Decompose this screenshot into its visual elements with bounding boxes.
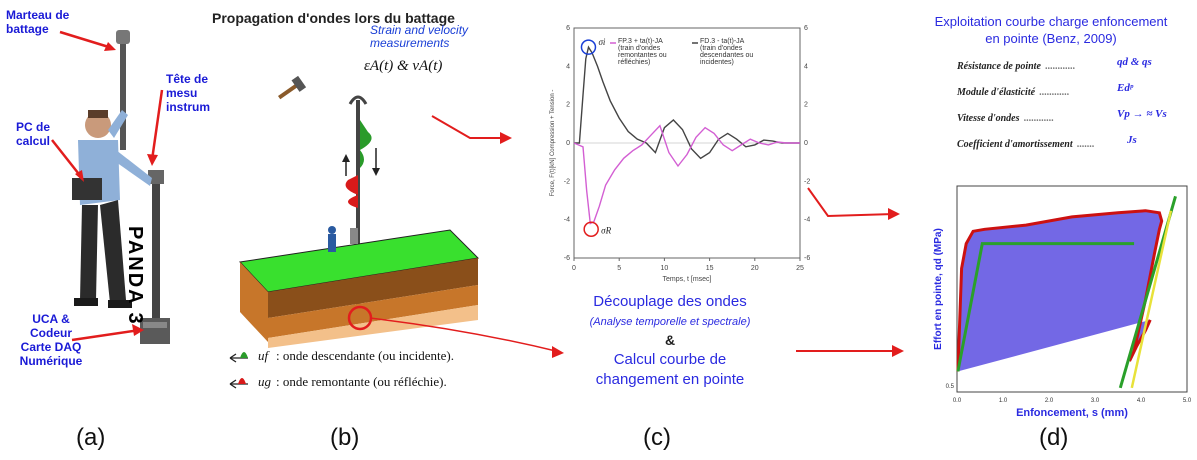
param-name-0: Résistance de pointe	[957, 61, 1041, 72]
sigma-r-marker	[583, 221, 599, 237]
param-value-3: Js	[1127, 134, 1137, 146]
y-tick-label-6: -6	[564, 255, 570, 262]
param-dots-1: ............	[1039, 87, 1070, 98]
param-value-1: Edᵖ	[1117, 82, 1134, 94]
y-tick-label-4: -2	[564, 178, 570, 185]
sigma-i-label: σi	[598, 37, 605, 47]
calcul-line2: changement en pointe	[595, 371, 745, 388]
y2-tick-label-6: -6	[804, 255, 810, 262]
panda-vertical-text: PANDA 3	[124, 226, 146, 326]
x-tick-label-1: 5	[617, 265, 621, 272]
x-tick-label-d-4: 4.0	[1137, 398, 1146, 404]
epsilon-formula: εA(t) & vA(t)	[364, 58, 443, 74]
label-marteau: Marteau de battage	[6, 8, 70, 36]
x-tick-label-3: 15	[706, 265, 714, 272]
caption-c: (c)	[643, 424, 671, 451]
label-tete: Tête de mesu instrumenté	[166, 72, 210, 114]
panel-d: Exploitation courbe charge enfoncement e…	[905, 0, 1197, 460]
panel-b: Propagation d'ondes lors du battage	[210, 0, 510, 460]
param-value-0: qd & qs	[1117, 56, 1152, 68]
y2-tick-label-1: 4	[804, 63, 808, 70]
sigma-r-label: σR	[601, 225, 611, 235]
panel-a: Marteau de battage Tête de mesu instrume…	[0, 0, 210, 451]
legend-up-symbol: ug	[258, 374, 271, 389]
y-axis-label-d: Effort en pointe, qd (MPa)	[933, 228, 944, 350]
param-dots-3: .......	[1077, 139, 1095, 150]
model-line-green	[956, 242, 1135, 372]
x-tick-label-d-0: 0.0	[953, 398, 962, 404]
param-row-2: Vitesse d'ondes ............ Vp → ≈ Vs	[957, 108, 1187, 124]
param-name-3: Coefficient d'amortissement	[957, 139, 1073, 150]
y-tick-label-2: 2	[566, 102, 570, 109]
panel-b-title: Propagation d'ondes lors du battage	[212, 10, 455, 26]
y-tick-label-d-0: 0.5	[946, 384, 955, 390]
param-dots-0: ............	[1045, 61, 1076, 72]
y2-tick-label-5: -4	[804, 217, 810, 224]
operator-photo	[51, 30, 170, 344]
legend-down-text: : onde descendante (ou incidente).	[276, 348, 454, 363]
x-tick-label-5: 25	[796, 265, 804, 272]
y-tick-label-3: 0	[566, 140, 570, 147]
x-axis-label: Temps, t [msec]	[662, 276, 711, 283]
y-tick-label-0: 6	[566, 25, 570, 32]
caption-d: (d)	[1039, 424, 1069, 451]
legend-down-symbol: uf	[258, 348, 269, 363]
param-row-3: Coefficient d'amortissement ....... Js	[957, 134, 1187, 150]
panel-d-title-line1: Exploitation courbe charge enfoncement	[934, 14, 1168, 29]
x-tick-label-0: 0	[572, 265, 576, 272]
param-row-1: Module d'élasticité ............ Edᵖ	[957, 82, 1187, 98]
x-tick-label-4: 20	[751, 265, 759, 272]
y-axis-label: Force, F(t)[kN] Compression + Tension -	[550, 90, 556, 197]
sigma-i-marker	[580, 39, 597, 55]
panel-d-title-line2: en pointe (Benz, 2009)	[985, 31, 1117, 46]
caption-b: (b)	[330, 424, 360, 451]
y-tick-label-1: 4	[566, 63, 570, 70]
label-uca: UCA & Codeur Carte DAQ Numérique	[19, 312, 83, 368]
x-tick-label-2: 10	[661, 265, 669, 272]
x-axis-label-d: Enfoncement, s (mm)	[1016, 407, 1128, 419]
series-line-0	[574, 45, 800, 160]
x-tick-label-d-1: 1.0	[999, 398, 1008, 404]
param-name-2: Vitesse d'ondes	[957, 113, 1020, 124]
param-row-0: Résistance de pointe ............ qd & q…	[957, 56, 1187, 72]
decouplage-subtitle: (Analyse temporelle et spectrale)	[589, 316, 751, 328]
label-pc: PC de calcul	[16, 120, 51, 148]
legend-fp-note: (train d'ondes remontantes ou réfléchies…	[618, 45, 667, 66]
y-tick-label-5: -4	[564, 217, 570, 224]
x-tick-label-d-2: 2.0	[1045, 398, 1054, 404]
legend-item-fd: FD.3 - ta(t)-JA (train d'ondes descendan…	[700, 38, 776, 66]
legend-item-fp: FP.3 + ta(t)-JA (train d'ondes remontant…	[618, 38, 694, 66]
load-penetration-chart: 0.0 1.0 2.0 3.0 4.0 5.0 0.5 Enfoncement, s (mm)…	[933, 185, 1192, 419]
x-tick-label-d-5: 5.0	[1183, 398, 1192, 404]
legend-fp-name: FP.3 + ta(t)-JA	[618, 38, 663, 45]
caption-a: (a)	[76, 424, 106, 451]
y2-tick-label-2: 2	[804, 102, 808, 109]
param-name-1: Module d'élasticité	[957, 87, 1036, 98]
unload-line-yellow	[1130, 210, 1173, 389]
strain-velocity-label: Strain and velocity measurements	[370, 23, 469, 50]
series-line-1	[573, 124, 800, 225]
y2-tick-label-3: 0	[804, 140, 808, 147]
param-dots-2: ............	[1023, 113, 1054, 124]
x-tick-label-d-3: 3.0	[1091, 398, 1100, 404]
legend-fd-note: (train d'ondes descendantes ou incidente…	[700, 45, 754, 66]
panel-c: 0 5 10 15 20 25 6 6 4 4 2 2 0 0 -2 -2 -4 -4 -6 -6 Temps, t […	[510, 0, 810, 460]
legend-up-text: : onde remontante (ou réfléchie).	[276, 374, 447, 389]
calcul-line1: Calcul courbe de	[613, 351, 727, 368]
loop-fill	[957, 210, 1162, 372]
y2-tick-label-4: -2	[804, 178, 810, 185]
legend-fd-name: FD.3 - ta(t)-JA	[700, 38, 745, 45]
y2-tick-label-0: 6	[804, 25, 808, 32]
ampersand: &	[664, 332, 676, 348]
param-value-2: Vp → ≈ Vs	[1117, 108, 1167, 120]
decouplage-title: Découplage des ondes	[593, 293, 747, 310]
